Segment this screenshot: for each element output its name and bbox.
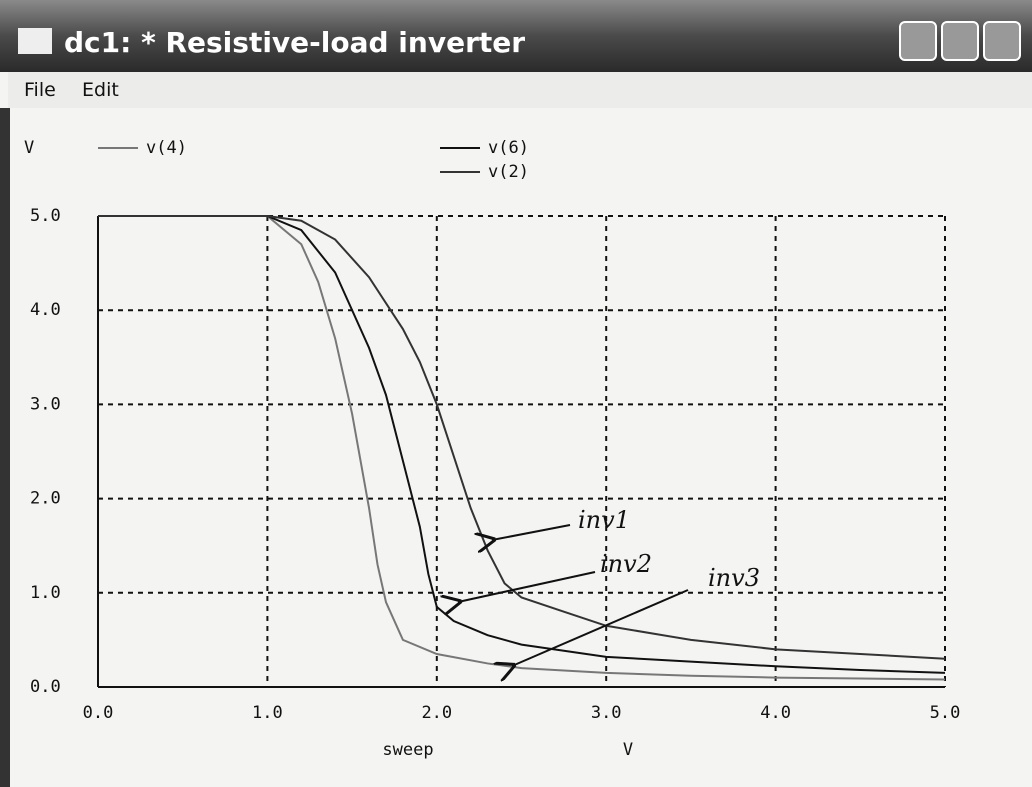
legend-label: v(2) — [488, 162, 529, 182]
x-tick-label: 1.0 — [252, 703, 283, 723]
window-icon — [18, 28, 52, 54]
x-tick-label: 4.0 — [760, 703, 791, 723]
y-tick-label: 2.0 — [30, 489, 61, 509]
window: dc1: * Resistive-load inverter File Edit… — [0, 0, 1032, 787]
x-tick-label: 3.0 — [591, 703, 622, 723]
legend-label: v(4) — [146, 138, 187, 158]
close-button[interactable] — [984, 22, 1020, 60]
x-tick-label: 5.0 — [930, 703, 961, 723]
annotation: inv3 — [708, 564, 760, 592]
menu-item[interactable]: File — [24, 79, 56, 101]
x-tick-label: 0.0 — [83, 703, 114, 723]
y-tick-label: 1.0 — [30, 583, 61, 603]
menu-item[interactable]: Edit — [82, 79, 119, 101]
x-label: sweep — [382, 740, 433, 760]
y-tick-label: 0.0 — [30, 677, 61, 697]
y-tick-label: 3.0 — [30, 394, 61, 414]
window-body — [0, 0, 1032, 787]
annotation: inv1 — [578, 506, 630, 534]
x-unit: V — [623, 740, 633, 760]
y-tick-label: 4.0 — [30, 300, 61, 320]
legend-label: v(6) — [488, 138, 529, 158]
minimize-button[interactable] — [900, 22, 936, 60]
x-tick-label: 2.0 — [421, 703, 452, 723]
page: dc1: * Resistive-load inverter File Edit… — [0, 0, 1032, 787]
window-title: dc1: * Resistive-load inverter — [64, 26, 525, 59]
window-border — [0, 108, 10, 787]
menu-bar — [8, 72, 1032, 108]
y-unit: V — [24, 138, 34, 158]
y-tick-label: 5.0 — [30, 206, 61, 226]
maximize-button[interactable] — [942, 22, 978, 60]
annotation: inv2 — [600, 550, 652, 578]
